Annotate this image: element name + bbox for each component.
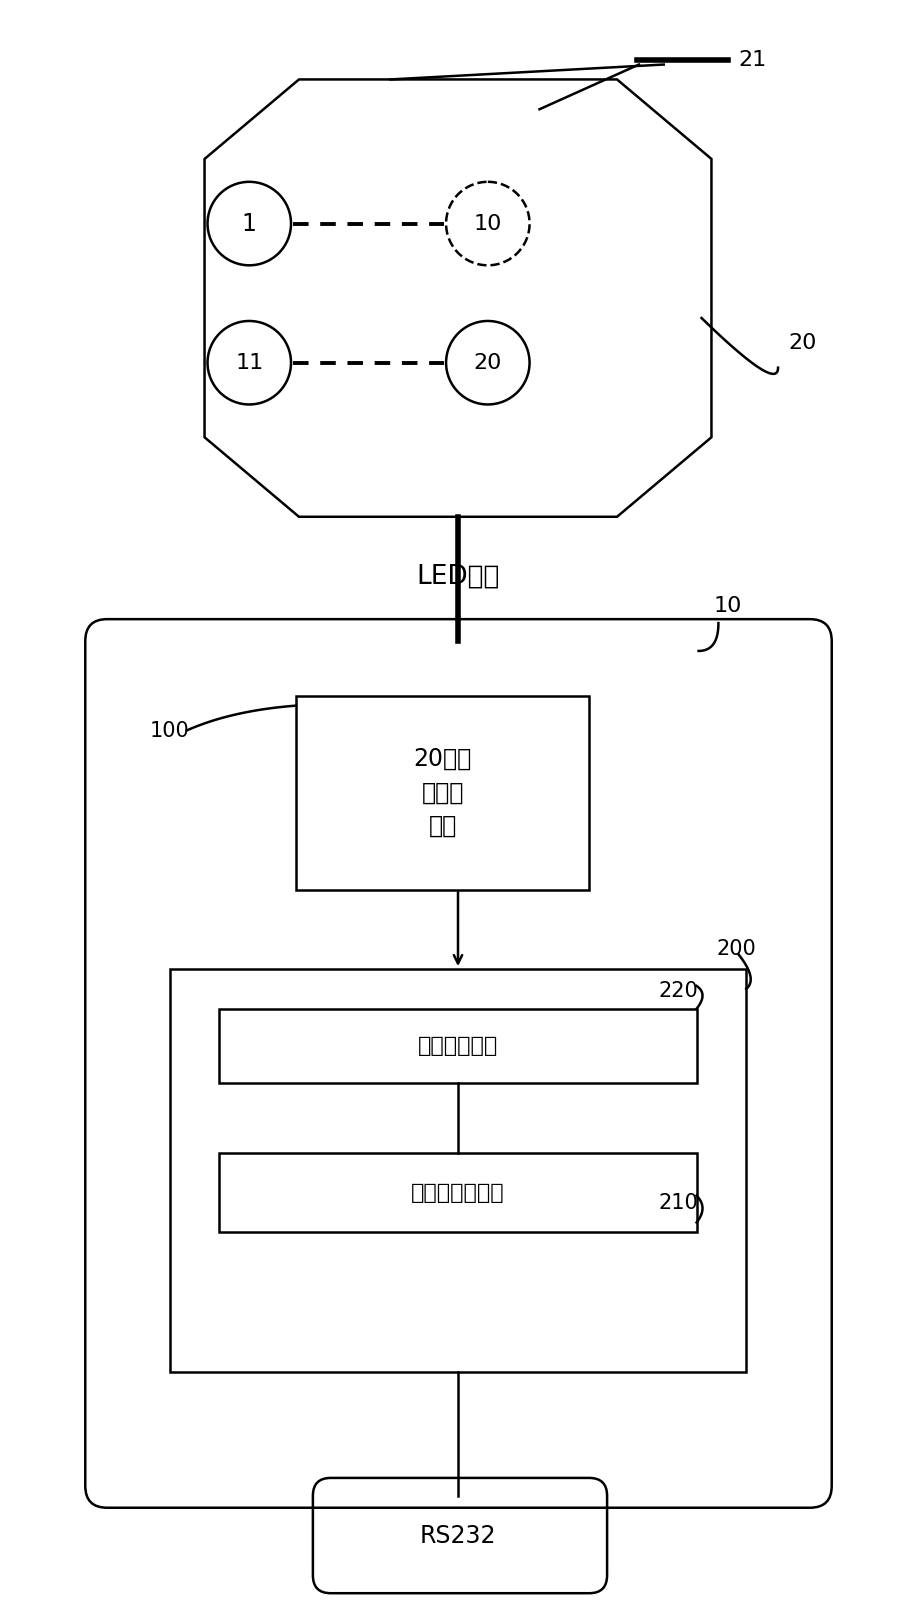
Text: 20个恒
流驱动
模组: 20个恒 流驱动 模组 <box>414 747 471 839</box>
Text: 10: 10 <box>713 596 742 616</box>
Text: 210: 210 <box>658 1193 699 1212</box>
Text: 均匀性处理模块: 均匀性处理模块 <box>411 1183 505 1202</box>
Circle shape <box>207 322 291 404</box>
Bar <box>219 1152 697 1233</box>
Bar <box>296 695 590 889</box>
Text: 21: 21 <box>738 50 767 69</box>
Bar <box>219 1008 697 1083</box>
Circle shape <box>446 322 529 404</box>
Text: 10: 10 <box>474 213 502 234</box>
Text: 电流控制模块: 电流控制模块 <box>418 1036 498 1055</box>
Text: 100: 100 <box>149 721 190 740</box>
Text: LED光源: LED光源 <box>416 564 500 590</box>
Circle shape <box>207 183 291 265</box>
Text: 220: 220 <box>658 981 699 1000</box>
Text: RS232: RS232 <box>420 1524 496 1548</box>
Text: 20: 20 <box>474 352 502 373</box>
Circle shape <box>446 183 529 265</box>
Bar <box>170 970 746 1372</box>
Text: 11: 11 <box>235 352 263 373</box>
Text: 1: 1 <box>242 212 257 236</box>
Text: 200: 200 <box>716 939 757 960</box>
Text: 20: 20 <box>788 333 816 352</box>
